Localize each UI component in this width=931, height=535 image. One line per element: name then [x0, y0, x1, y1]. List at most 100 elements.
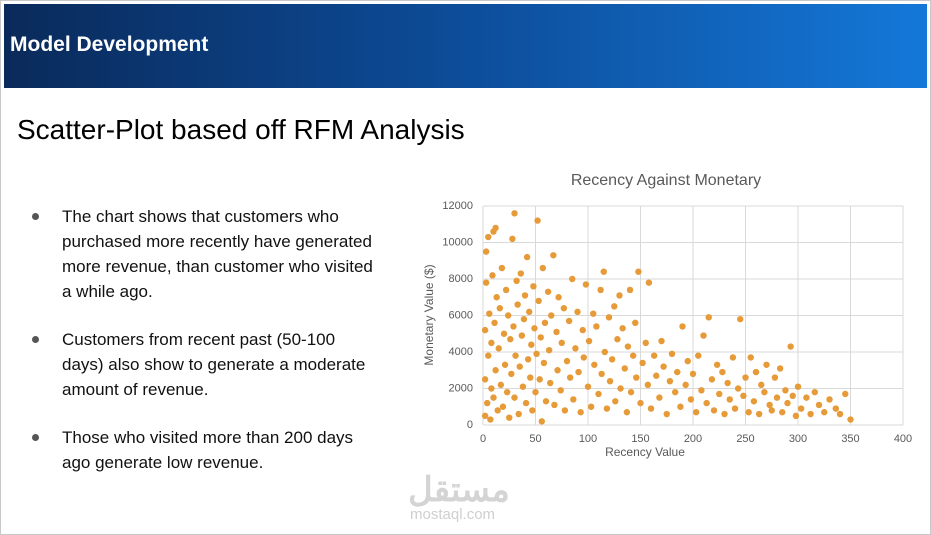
point	[836, 410, 844, 418]
y-tick-label: 6000	[449, 309, 473, 321]
point	[527, 374, 534, 381]
point	[550, 252, 557, 259]
point	[584, 383, 592, 390]
point	[815, 401, 823, 409]
header: Model Development	[4, 4, 927, 88]
point	[755, 410, 763, 418]
point	[560, 305, 568, 312]
x-tick-label: 150	[631, 433, 649, 445]
point	[520, 315, 528, 323]
point	[502, 286, 510, 294]
point	[842, 390, 849, 398]
point	[660, 363, 667, 370]
point	[663, 410, 670, 418]
point	[585, 337, 593, 345]
point	[713, 361, 721, 368]
point	[623, 409, 631, 416]
point	[679, 323, 686, 330]
point	[629, 352, 637, 359]
point	[591, 361, 598, 368]
point	[608, 356, 616, 363]
point	[674, 368, 681, 376]
point	[627, 388, 635, 396]
point	[677, 403, 684, 410]
point	[605, 314, 613, 321]
point	[598, 370, 605, 378]
point	[771, 374, 779, 381]
point	[529, 407, 536, 414]
point	[548, 312, 555, 319]
point	[509, 235, 516, 243]
point	[619, 325, 626, 332]
point	[782, 387, 789, 394]
point	[601, 348, 608, 356]
point	[515, 410, 522, 418]
point	[563, 357, 571, 365]
point	[719, 368, 726, 376]
point	[787, 343, 794, 350]
point	[495, 345, 502, 352]
point	[792, 412, 800, 420]
y-tick-label: 12000	[442, 200, 473, 212]
x-tick-label: 300	[789, 433, 807, 445]
point	[689, 370, 697, 378]
watermark-site: mostaql.com	[410, 506, 496, 523]
point	[517, 270, 524, 277]
point	[498, 264, 506, 272]
point	[742, 374, 749, 381]
point	[514, 301, 521, 308]
point	[650, 352, 658, 359]
point	[537, 334, 544, 341]
point	[705, 314, 712, 321]
point	[606, 378, 614, 385]
point	[633, 374, 640, 381]
point	[492, 367, 499, 374]
point	[518, 332, 526, 339]
point	[506, 414, 513, 421]
point	[612, 398, 619, 405]
point	[695, 352, 702, 359]
watermark-logo: مستقل	[408, 471, 510, 509]
point	[511, 394, 518, 401]
point	[494, 407, 501, 414]
point	[614, 336, 621, 343]
point	[507, 336, 514, 343]
point	[485, 233, 492, 241]
point	[522, 399, 530, 407]
point	[794, 383, 802, 390]
point	[611, 303, 618, 310]
point	[580, 354, 587, 361]
point	[597, 286, 604, 294]
point	[501, 361, 509, 368]
x-axis-title: Recency Value	[605, 445, 685, 459]
point	[621, 365, 628, 372]
point	[700, 332, 707, 339]
point	[687, 396, 695, 403]
header-title: Model Development	[10, 33, 209, 56]
point	[513, 277, 520, 285]
point	[535, 297, 542, 305]
point	[499, 403, 507, 410]
point	[496, 305, 503, 312]
point	[692, 409, 700, 416]
point	[784, 399, 791, 407]
bullet-list: The chart shows that customers who purch…	[30, 204, 375, 498]
point	[536, 376, 543, 383]
point	[645, 279, 653, 286]
x-tick-label: 0	[480, 433, 486, 445]
point	[534, 217, 541, 224]
point	[682, 381, 689, 389]
point	[528, 341, 535, 348]
y-tick-label: 10000	[442, 236, 473, 248]
point	[600, 268, 607, 275]
point	[497, 381, 505, 389]
point	[569, 275, 576, 283]
point	[488, 385, 495, 392]
point	[789, 392, 796, 399]
point	[557, 387, 564, 394]
point	[698, 387, 705, 394]
chart-title: Recency Against Monetary	[571, 172, 761, 189]
point	[538, 418, 545, 425]
